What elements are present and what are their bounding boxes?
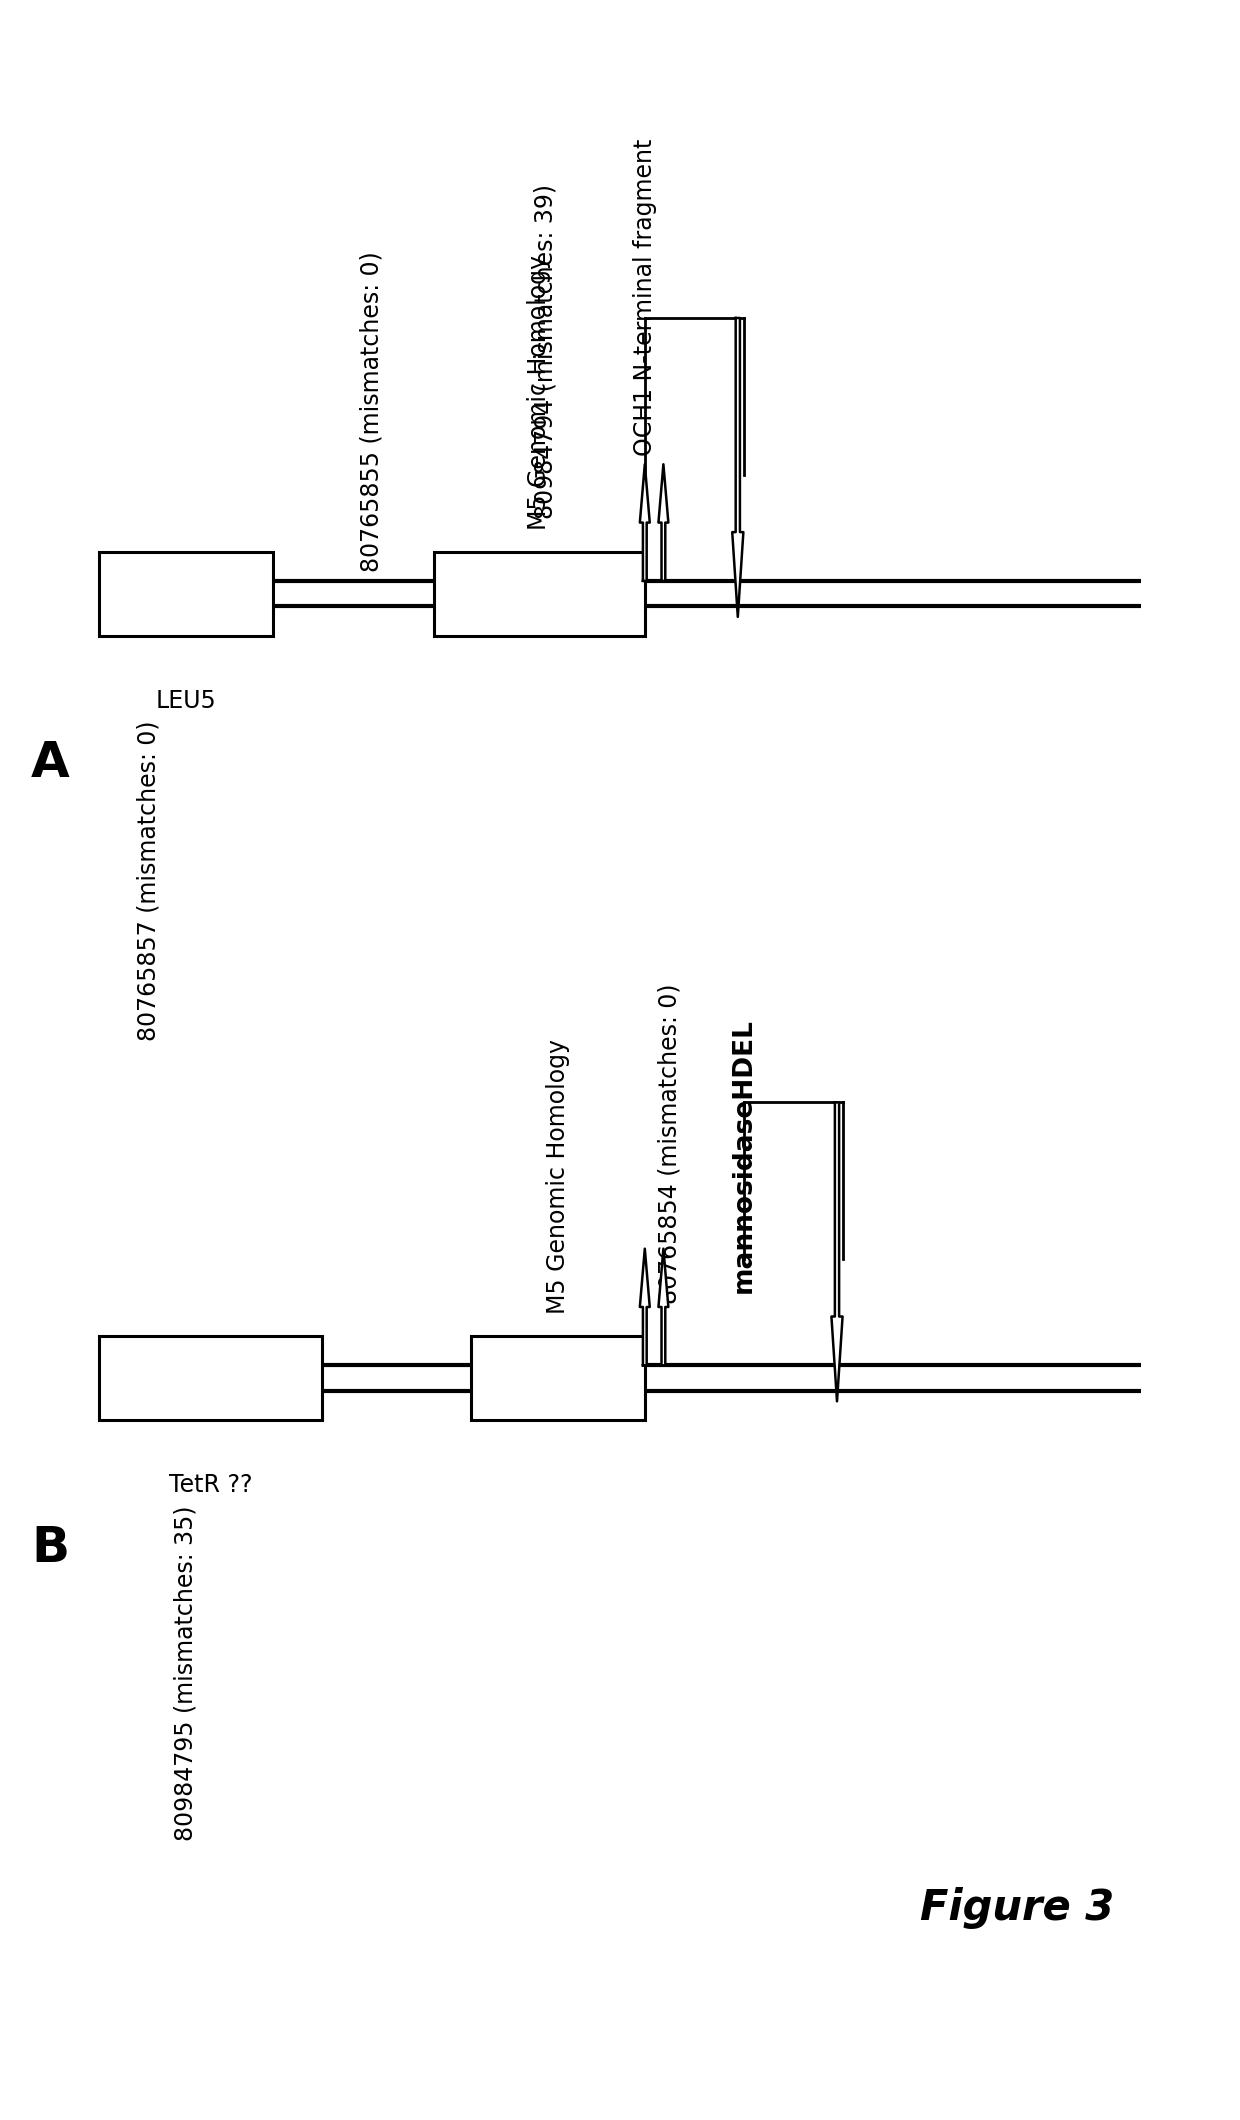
Polygon shape	[640, 1249, 650, 1365]
Text: 80765855 (mismatches: 0): 80765855 (mismatches: 0)	[360, 252, 384, 572]
Text: 80984795 (mismatches: 35): 80984795 (mismatches: 35)	[174, 1505, 198, 1840]
Polygon shape	[832, 1102, 843, 1401]
Text: M5 Genomic Homology: M5 Genomic Homology	[546, 1039, 570, 1314]
Text: A: A	[31, 740, 69, 787]
Bar	[99, 551, 273, 636]
Bar	[434, 551, 645, 636]
Bar	[471, 1336, 645, 1420]
Text: mannosidaseHDEL: mannosidaseHDEL	[732, 1018, 756, 1293]
Text: Figure 3: Figure 3	[920, 1887, 1114, 1929]
Text: 80765857 (mismatches: 0): 80765857 (mismatches: 0)	[136, 721, 161, 1041]
Text: TetR ??: TetR ??	[169, 1473, 253, 1497]
Bar	[99, 1336, 322, 1420]
Text: LEU5: LEU5	[156, 689, 216, 712]
Text: B: B	[31, 1524, 69, 1571]
Text: 80765854 (mismatches: 0): 80765854 (mismatches: 0)	[657, 984, 682, 1304]
Polygon shape	[640, 464, 650, 581]
Text: OCH1 N-terminal fragment: OCH1 N-terminal fragment	[632, 138, 657, 456]
Polygon shape	[658, 1249, 668, 1365]
Polygon shape	[658, 464, 668, 581]
Polygon shape	[732, 318, 743, 617]
Text: M5 Genomic Homology: M5 Genomic Homology	[527, 254, 552, 530]
Text: 80984794 (mismatches: 39): 80984794 (mismatches: 39)	[533, 184, 558, 519]
